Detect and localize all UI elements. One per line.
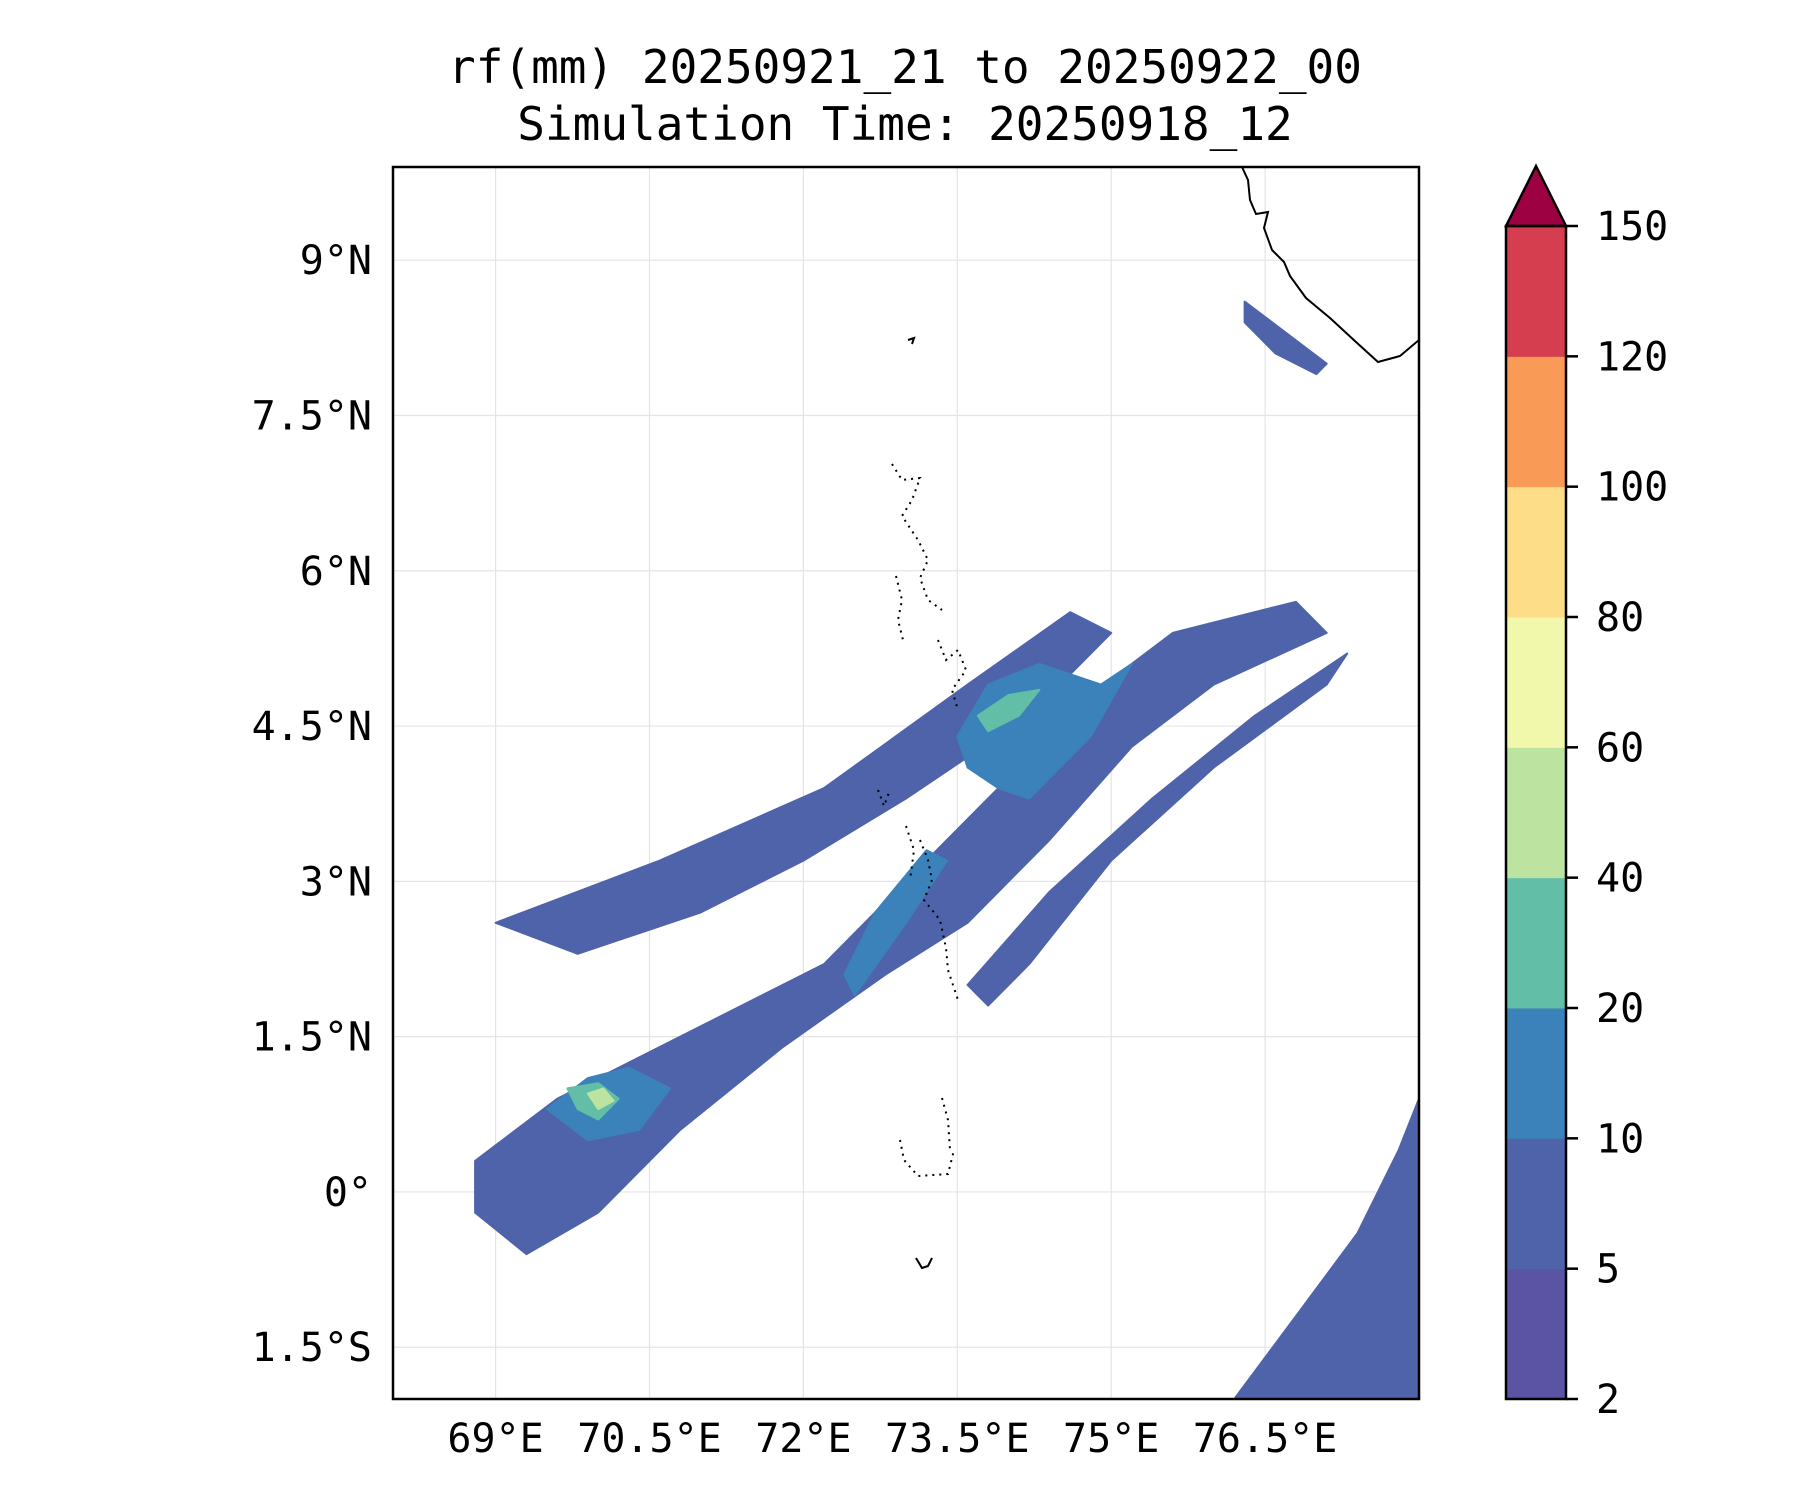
x-tick-label: 73.5°E <box>885 1416 1030 1462</box>
rain-contour-5mm <box>1233 1097 1419 1399</box>
y-tick-label: 9°N <box>300 238 372 284</box>
colorbar-label: 100 <box>1596 465 1668 511</box>
colorbar-label: 10 <box>1596 1116 1644 1162</box>
x-tick-label: 72°E <box>755 1416 851 1462</box>
colorbar-label: 20 <box>1596 986 1644 1032</box>
colorbar-bin <box>1506 1008 1566 1139</box>
colorbar-label: 60 <box>1596 725 1644 771</box>
addu-atoll <box>915 1257 933 1270</box>
maldives-atolls <box>877 463 968 1178</box>
colorbar-bin <box>1506 747 1566 879</box>
lakshadweep-islet <box>907 336 916 345</box>
colorbar-label: 40 <box>1596 856 1644 902</box>
y-tick-label: 3°N <box>300 859 372 905</box>
colorbar-bin <box>1506 486 1566 618</box>
y-tick-label: 4.5°N <box>252 704 372 750</box>
title-line-1: rf(mm) 20250921_21 to 20250922_00 <box>448 40 1362 94</box>
y-tick-label: 1.5°N <box>252 1015 372 1061</box>
coastlines <box>877 167 1419 1270</box>
colorbar-bin <box>1506 1268 1566 1400</box>
title-line-2: Simulation Time: 20250918_12 <box>517 97 1292 151</box>
rainfall-contours <box>474 300 1419 1399</box>
rain-contour-40mm <box>586 1087 615 1111</box>
colorbar-label: 80 <box>1596 595 1644 641</box>
rain-contour-10mm <box>843 849 948 997</box>
colorbar-frame <box>1504 224 1568 1401</box>
colorbar-bin <box>1506 1138 1566 1270</box>
colorbar-label: 120 <box>1596 334 1668 380</box>
map-frame <box>391 165 1421 1401</box>
india-coastline <box>1241 167 1419 364</box>
x-tick-label: 69°E <box>447 1416 543 1462</box>
x-tick-label: 70.5°E <box>577 1416 722 1462</box>
colorbar-extend-arrow <box>1503 163 1569 228</box>
colorbar: 2 5 10 20 40 60 80 100 120 150 <box>1503 163 1668 1423</box>
colorbar-label: 5 <box>1596 1247 1620 1293</box>
colorbar-bin <box>1506 356 1566 488</box>
colorbar-bin <box>1506 617 1566 748</box>
rain-contour-10mm <box>956 662 1133 800</box>
x-tick-label: 75°E <box>1063 1416 1159 1462</box>
y-tick-label: 7.5°N <box>252 393 372 439</box>
rain-contour-5mm <box>1243 300 1328 376</box>
map-area[interactable] <box>391 165 1421 1401</box>
rain-contour-20mm <box>976 688 1041 733</box>
colorbar-bin <box>1506 877 1566 1009</box>
colorbar-labels: 2 5 10 20 40 60 80 100 120 150 <box>1566 204 1668 1423</box>
y-axis-ticks: 9°N 7.5°N 6°N 4.5°N 3°N 1.5°N 0° 1.5°S <box>252 238 372 1371</box>
colorbar-bin <box>1506 226 1566 357</box>
x-tick-label: 76.5°E <box>1193 1416 1338 1462</box>
y-tick-label: 6°N <box>300 549 372 595</box>
y-tick-label: 0° <box>324 1170 372 1216</box>
colorbar-label: 150 <box>1596 204 1668 250</box>
x-axis-ticks: 69°E 70.5°E 72°E 73.5°E 75°E 76.5°E <box>447 1416 1337 1462</box>
colorbar-label: 2 <box>1596 1377 1620 1423</box>
rain-contour-5mm <box>966 652 1349 1007</box>
y-tick-label: 1.5°S <box>252 1325 372 1371</box>
colorbar-bins <box>1506 226 1566 1400</box>
